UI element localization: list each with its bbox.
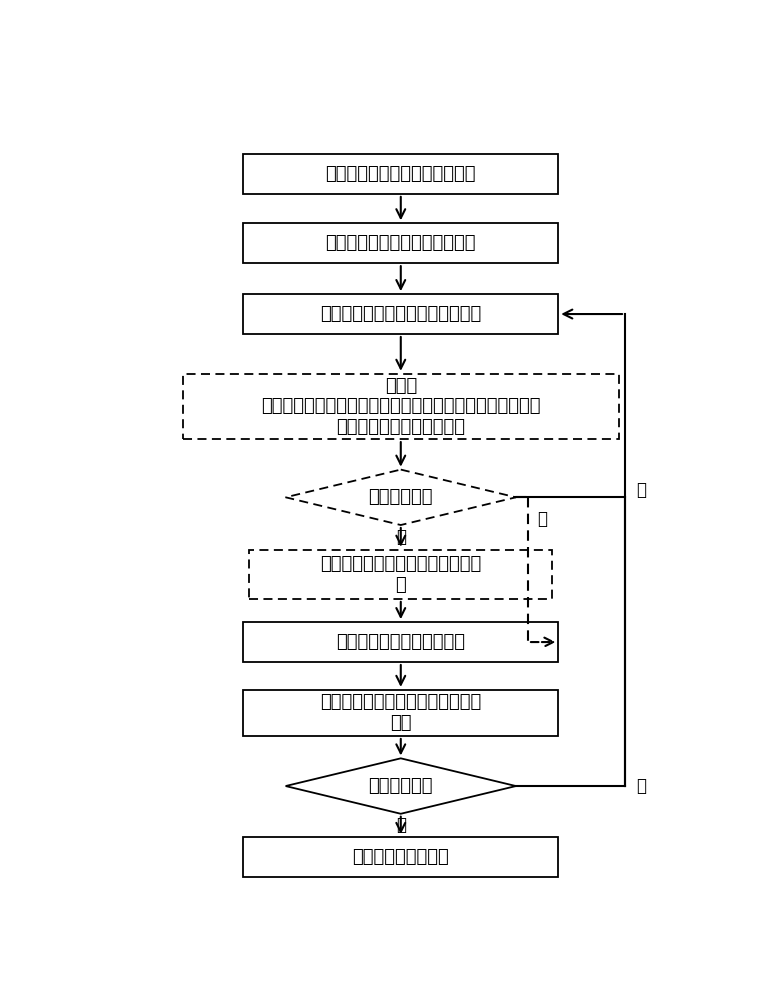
Text: 终止条件判断: 终止条件判断 [368, 777, 433, 795]
Text: 否: 否 [537, 510, 547, 528]
Text: 对仿真模型进行作用对信息增补处
理: 对仿真模型进行作用对信息增补处 理 [320, 555, 482, 594]
Bar [243, 690, 558, 736]
Bar [243, 622, 558, 662]
Text: 设置初值条件即进行初始化设置: 设置初值条件即进行初始化设置 [325, 234, 476, 252]
Text: 否: 否 [636, 481, 646, 499]
Text: 否: 否 [636, 777, 646, 795]
Text: 是: 是 [396, 528, 406, 546]
Polygon shape [285, 758, 516, 814]
Text: 计算状态方程以及控制方程: 计算状态方程以及控制方程 [336, 633, 465, 651]
Bar [243, 154, 558, 194]
Text: 输出对应的仿真结果: 输出对应的仿真结果 [353, 848, 449, 866]
Text: 创建待进行仿真分析的仿真模型: 创建待进行仿真分析的仿真模型 [325, 165, 476, 183]
Text: 是: 是 [396, 816, 406, 834]
Text: 确定各并行分区、各并行分区边界: 确定各并行分区、各并行分区边界 [320, 305, 482, 323]
Bar [243, 223, 558, 263]
Bar [183, 374, 619, 439]
Bar [243, 837, 558, 877]
Bar [249, 550, 552, 599]
Polygon shape [285, 470, 516, 525]
Text: 进行边界条件计算以更新所有参数
变量: 进行边界条件计算以更新所有参数 变量 [320, 694, 482, 732]
Bar [243, 294, 558, 334]
Text: 对称边界判断: 对称边界判断 [368, 488, 433, 506]
Text: 分别对
各并行分区进行内部搜索并对各并行分区边界进行区域搜索
（包括对交叠区进行搜索）: 分别对 各并行分区进行内部搜索并对各并行分区边界进行区域搜索 （包括对交叠区进行… [261, 377, 540, 436]
